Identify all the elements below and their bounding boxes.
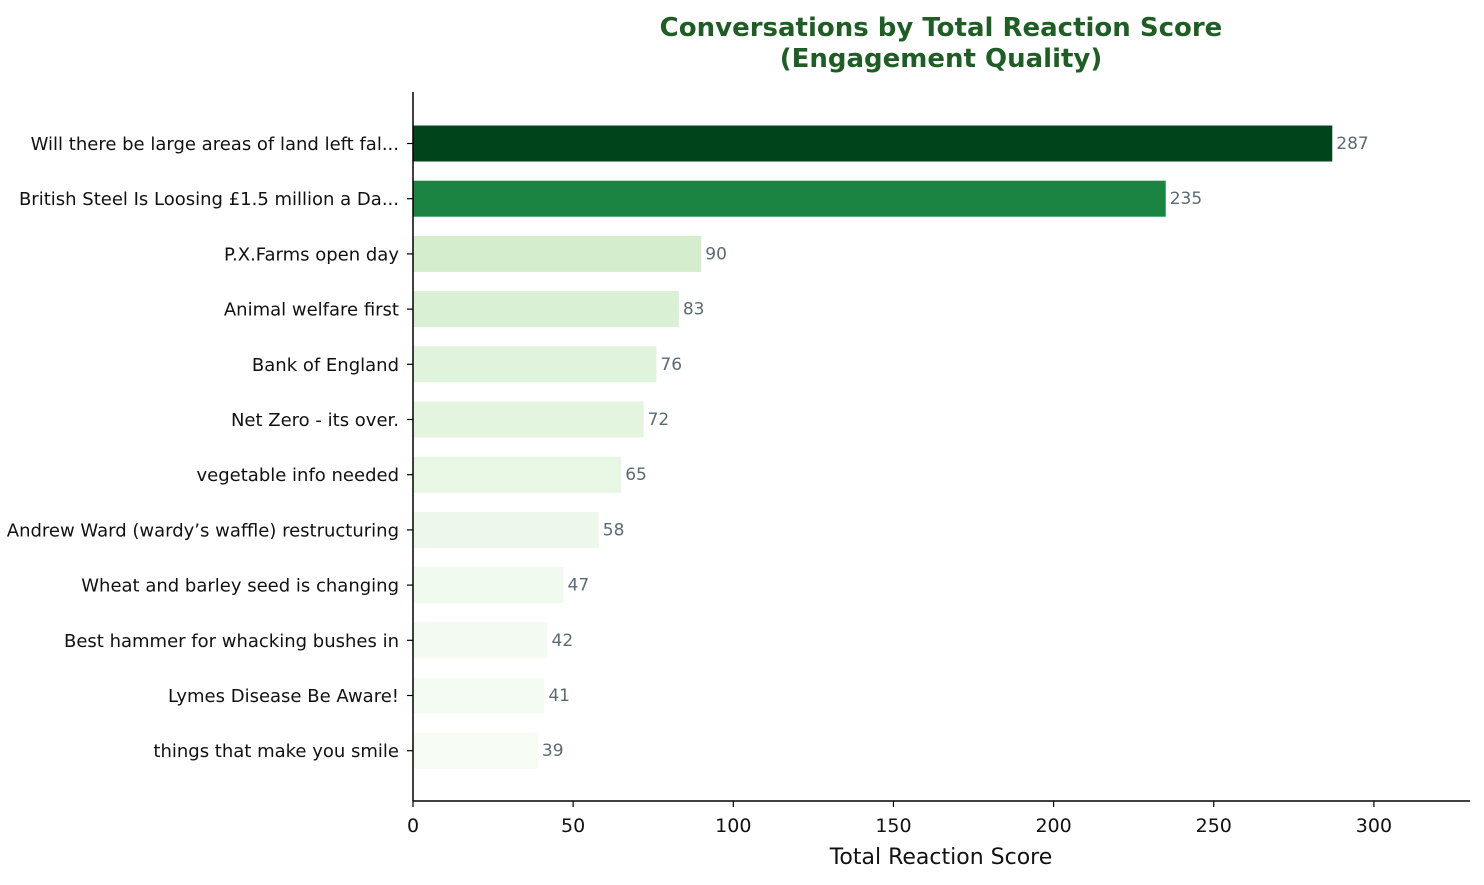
bar <box>413 125 1333 162</box>
bar <box>413 401 644 438</box>
value-labels-group: 287 235 90 83 76 72 65 58 47 42 41 39 <box>542 134 1369 761</box>
x-tick-label: 150 <box>875 815 911 837</box>
category-label: Net Zero - its over. <box>231 410 399 431</box>
bar <box>413 180 1166 217</box>
x-axis-title: Total Reaction Score <box>829 845 1053 870</box>
value-label: 287 <box>1336 134 1368 154</box>
category-label: Bank of England <box>252 355 399 376</box>
category-label: Wheat and barley seed is changing <box>81 576 399 597</box>
value-label: 83 <box>683 300 705 320</box>
category-labels-group: Will there be large areas of land left f… <box>7 134 413 762</box>
value-label: 90 <box>705 244 727 264</box>
value-label: 41 <box>548 686 570 706</box>
category-label: Lymes Disease Be Aware! <box>168 686 399 707</box>
bar <box>413 291 679 328</box>
bars-group <box>413 125 1333 769</box>
category-label: British Steel Is Loosing £1.5 million a … <box>19 189 399 210</box>
x-axis: 0 50 100 150 200 250 300 <box>407 800 1470 837</box>
value-label: 42 <box>552 631 574 651</box>
bar <box>413 732 538 769</box>
value-label: 76 <box>660 355 682 375</box>
chart-subtitle: (Engagement Quality) <box>780 44 1103 74</box>
value-label: 58 <box>603 520 625 540</box>
category-label: things that make you smile <box>153 741 399 762</box>
value-label: 72 <box>648 410 670 430</box>
bar <box>413 567 564 604</box>
x-tick-label: 300 <box>1356 815 1392 837</box>
category-label: P.X.Farms open day <box>224 244 399 265</box>
bar <box>413 456 622 493</box>
bar <box>413 677 545 714</box>
x-tick-label: 0 <box>407 815 419 837</box>
bar <box>413 622 548 659</box>
chart-title: Conversations by Total Reaction Score <box>660 13 1223 43</box>
category-label: vegetable info needed <box>197 465 400 486</box>
bar <box>413 235 702 272</box>
value-label: 39 <box>542 741 564 761</box>
category-label: Best hammer for whacking bushes in <box>64 631 399 652</box>
x-tick-label: 200 <box>1035 815 1071 837</box>
x-tick-label: 50 <box>561 815 585 837</box>
bar <box>413 346 657 383</box>
value-label: 235 <box>1170 189 1202 209</box>
x-tick-label: 250 <box>1196 815 1232 837</box>
category-label: Will there be large areas of land left f… <box>31 134 399 155</box>
category-label: Animal welfare first <box>224 300 399 321</box>
x-tick-label: 100 <box>715 815 751 837</box>
value-label: 65 <box>625 465 647 485</box>
bar <box>413 511 599 548</box>
category-label: Andrew Ward (wardy’s waffle) restructuri… <box>7 520 399 541</box>
value-label: 47 <box>568 576 590 596</box>
